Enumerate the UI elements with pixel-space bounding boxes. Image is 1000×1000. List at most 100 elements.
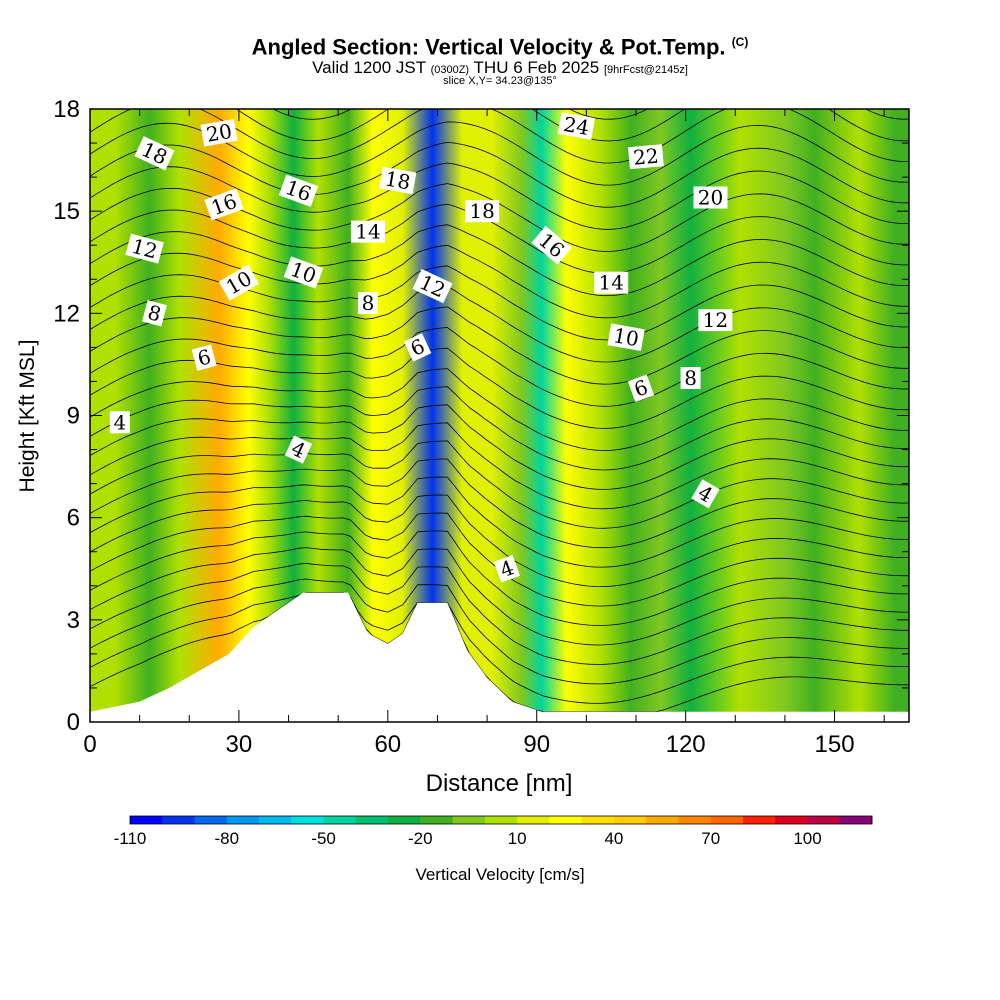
contour-label: 18 <box>465 199 500 223</box>
isentrope-line <box>90 578 909 685</box>
chart-title: Angled Section: Vertical Velocity & Pot.… <box>0 36 1000 58</box>
isentrope-line <box>90 306 909 385</box>
x-tick-label: 60 <box>374 731 401 758</box>
isentrope-line <box>90 244 909 319</box>
colorbar-swatch <box>388 816 421 824</box>
valid-utc: (0300Z) <box>430 64 470 77</box>
colorbar-swatch <box>646 816 679 824</box>
isentrope-line <box>90 476 909 568</box>
y-axis-label: Height [Kft MSL] <box>16 340 39 493</box>
colorbar-swatch <box>613 816 647 824</box>
isentrope-line <box>90 162 909 230</box>
isentrope-line <box>90 592 909 713</box>
colorbar-swatch <box>259 816 292 824</box>
colorbar-swatch <box>420 816 454 824</box>
colorbar-tick-label: -80 <box>215 829 240 848</box>
svg-text:12: 12 <box>703 308 728 332</box>
isentrope-line <box>90 386 909 471</box>
colorbar-swatch <box>742 816 776 824</box>
contour-label: 4 <box>284 435 313 464</box>
svg-text:10: 10 <box>611 323 640 351</box>
svg-text:14: 14 <box>598 271 623 295</box>
isentrope-line <box>90 422 909 510</box>
contour-label: 4 <box>109 410 130 434</box>
y-tick-label: 0 <box>67 709 80 736</box>
colorbar-swatch <box>291 816 324 824</box>
colorbar-swatch <box>355 816 389 824</box>
chart-title-block: Angled Section: Vertical Velocity & Pot.… <box>0 36 1000 87</box>
svg-text:8: 8 <box>145 300 164 326</box>
svg-text:22: 22 <box>632 144 659 170</box>
colorbar-label: Vertical Velocity [cm/s] <box>415 865 584 884</box>
chart-title-unit: (C) <box>731 35 749 49</box>
contour-label: 6 <box>627 374 655 403</box>
colorbar-swatch <box>775 816 808 824</box>
contour-label: 12 <box>125 233 164 264</box>
isentrope-line <box>90 368 909 451</box>
svg-text:20: 20 <box>698 186 723 210</box>
isentrope-line <box>90 494 909 588</box>
contour-label: 20 <box>693 186 728 210</box>
contour-label: 8 <box>680 366 701 390</box>
valid-date: THU 6 Feb 2025 <box>473 58 600 78</box>
contour-label: 6 <box>191 344 217 371</box>
y-tick-label: 15 <box>53 198 80 225</box>
colorbar-tick-label: 70 <box>701 829 720 848</box>
colorbar-swatch <box>581 816 615 824</box>
x-tick-label: 150 <box>815 731 855 758</box>
forecast-info: [9hrFcst@2145z] <box>603 64 688 77</box>
colorbar-tick-label: -50 <box>311 829 336 848</box>
contour-label: 10 <box>607 323 645 351</box>
plot-area <box>90 109 909 722</box>
isentrope-line <box>90 347 909 429</box>
x-tick-label: 0 <box>83 731 96 758</box>
svg-text:6: 6 <box>195 344 214 370</box>
y-tick-label: 18 <box>53 96 80 123</box>
colorbar-swatch <box>517 816 550 824</box>
colorbar-tick-label: -20 <box>408 829 433 848</box>
x-tick-label: 30 <box>226 731 253 758</box>
colorbar-tick-label: -110 <box>114 829 147 848</box>
x-tick-label: 90 <box>523 731 550 758</box>
isentrope-line <box>90 592 909 704</box>
isentrope-line <box>90 547 909 646</box>
y-tick-label: 3 <box>67 607 80 634</box>
colorbar-swatch <box>678 816 712 824</box>
isentrope-line <box>90 458 909 549</box>
colorbar-swatch <box>226 816 260 824</box>
svg-text:4: 4 <box>113 410 126 434</box>
y-tick-label: 12 <box>53 300 80 327</box>
axes: 0 30 60 90 120 150 0 3 6 9 12 15 18 <box>53 96 909 758</box>
isentrope-line <box>90 121 909 186</box>
contour-labels: 1820161210864161014818126418241622201412… <box>109 112 733 583</box>
contour-label: 4 <box>691 479 720 509</box>
isentrope-line <box>90 440 909 529</box>
chart-subtitle: Valid 1200 JST (0300Z) THU 6 Feb 2025 [9… <box>0 59 1000 76</box>
contour-label: 12 <box>698 308 733 332</box>
contour-label: 6 <box>403 333 432 362</box>
svg-text:18: 18 <box>469 199 494 223</box>
y-tick-label: 9 <box>67 403 80 430</box>
contour-label: 20 <box>200 119 238 147</box>
svg-text:8: 8 <box>362 291 375 315</box>
contour-label: 22 <box>628 144 664 170</box>
terrain-profile <box>90 592 909 722</box>
contour-label: 4 <box>493 555 521 583</box>
isentrope-line <box>90 203 909 275</box>
colorbar-swatch <box>710 816 744 824</box>
slice-info: slice X,Y= 34.23@135° <box>443 75 557 88</box>
colorbar: -110 -80 -50 -20 10 40 70 100 <box>114 815 873 848</box>
y-tick-label: 6 <box>67 505 80 532</box>
x-tick-label: 120 <box>666 731 706 758</box>
isentrope-line <box>90 404 909 490</box>
chart-title-text: Angled Section: Vertical Velocity & Pot.… <box>251 34 726 60</box>
isentrope-line <box>90 285 909 363</box>
svg-text:20: 20 <box>204 119 233 147</box>
isentrope-line <box>90 141 909 208</box>
colorbar-tick-label: 40 <box>604 829 623 848</box>
x-axis-label: Distance [nm] <box>426 770 573 797</box>
contour-label: 14 <box>351 220 385 244</box>
isentrope-line <box>90 530 909 626</box>
svg-text:14: 14 <box>355 220 380 244</box>
isentrope-line <box>90 224 909 297</box>
